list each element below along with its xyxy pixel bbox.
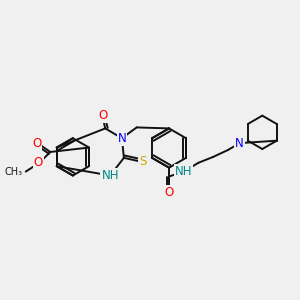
Text: N: N [118,132,126,145]
Text: O: O [164,186,174,199]
Text: NH: NH [101,169,119,182]
Text: S: S [139,155,146,168]
Text: O: O [99,109,108,122]
Text: N: N [235,136,244,150]
Text: CH₃: CH₃ [5,167,23,177]
Text: O: O [34,156,43,169]
Text: O: O [32,136,41,150]
Text: NH: NH [175,165,193,178]
